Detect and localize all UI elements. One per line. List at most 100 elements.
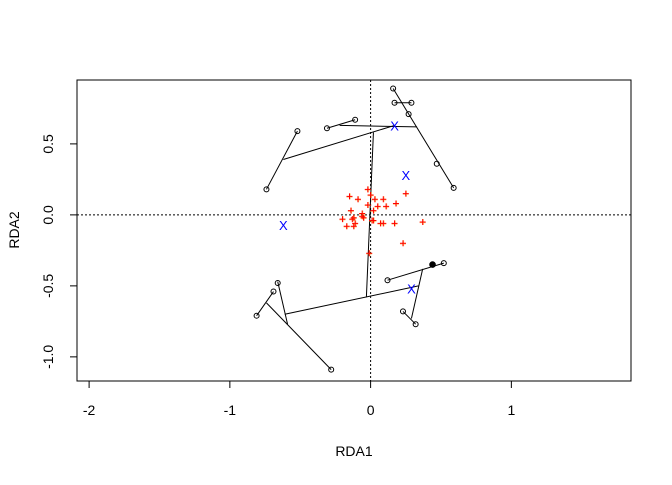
tree-segment bbox=[277, 281, 289, 325]
species-point bbox=[354, 196, 361, 203]
tree-segment bbox=[326, 119, 356, 129]
species-point bbox=[370, 217, 377, 224]
tree-segment bbox=[283, 124, 395, 160]
species-point bbox=[364, 201, 371, 208]
site-point bbox=[270, 288, 277, 295]
y-tick-label: -1.0 bbox=[40, 345, 56, 369]
species-cross bbox=[354, 196, 361, 203]
species-cross bbox=[364, 201, 371, 208]
x-axis-label: RDA1 bbox=[335, 443, 373, 459]
species-cross bbox=[343, 223, 350, 230]
species-cross bbox=[367, 192, 374, 199]
reference-lines bbox=[77, 80, 631, 381]
species-cross bbox=[366, 250, 373, 257]
site-point bbox=[390, 85, 397, 92]
species-point bbox=[380, 220, 387, 227]
species-cross bbox=[339, 216, 346, 223]
x-tick-label: 0 bbox=[367, 402, 375, 418]
species-point bbox=[350, 223, 357, 230]
species-cross bbox=[392, 200, 399, 207]
y-axis-label: RDA2 bbox=[6, 211, 22, 249]
tree-segment bbox=[410, 268, 424, 319]
centroid-point: X bbox=[390, 118, 399, 133]
y-tick-label: 0.5 bbox=[40, 134, 56, 154]
species-point bbox=[349, 216, 356, 223]
centroid-point: X bbox=[401, 168, 410, 183]
y-tick-label: -0.5 bbox=[40, 274, 56, 298]
species-point bbox=[367, 192, 374, 199]
y-tick-label: 0.0 bbox=[40, 205, 56, 225]
species-point bbox=[346, 193, 353, 200]
site-point bbox=[440, 260, 447, 267]
species-cross bbox=[346, 193, 353, 200]
site-point bbox=[399, 308, 406, 315]
x-tick-label: 1 bbox=[507, 402, 515, 418]
tree-segment bbox=[266, 302, 332, 370]
site-point bbox=[253, 312, 260, 319]
centroid-points: X X X X bbox=[279, 118, 416, 296]
species-cross bbox=[370, 207, 377, 214]
species-cross bbox=[383, 203, 390, 210]
x-axis: -2 -1 0 1 bbox=[83, 380, 515, 418]
species-cross bbox=[352, 220, 359, 227]
species-cross bbox=[380, 220, 387, 227]
site-point bbox=[274, 280, 281, 287]
species-point bbox=[402, 190, 409, 197]
species-point bbox=[352, 220, 359, 227]
site-point bbox=[450, 184, 457, 191]
site-points bbox=[253, 85, 457, 373]
site-point-filled bbox=[429, 261, 436, 268]
species-point bbox=[366, 250, 373, 257]
species-point bbox=[392, 200, 399, 207]
tree-segment bbox=[365, 132, 374, 298]
species-cross bbox=[399, 240, 406, 247]
x-tick-label: -2 bbox=[83, 402, 96, 418]
species-point bbox=[380, 196, 387, 203]
species-point bbox=[374, 203, 381, 210]
species-cross bbox=[349, 216, 356, 223]
species-cross bbox=[419, 218, 426, 225]
species-point bbox=[399, 240, 406, 247]
species-cross bbox=[364, 186, 371, 193]
y-axis: -1.0 -0.5 0.0 0.5 bbox=[40, 134, 78, 369]
site-point bbox=[412, 321, 419, 328]
site-point bbox=[323, 125, 330, 132]
species-cross bbox=[374, 203, 381, 210]
species-cross bbox=[360, 214, 367, 221]
species-point bbox=[370, 207, 377, 214]
site-point bbox=[384, 277, 391, 284]
site-point bbox=[263, 186, 270, 193]
species-cross bbox=[370, 217, 377, 224]
species-point bbox=[419, 218, 426, 225]
tree-segment bbox=[392, 88, 455, 189]
species-cross bbox=[371, 196, 378, 203]
species-point bbox=[383, 203, 390, 210]
tree-segment bbox=[256, 291, 274, 316]
species-point bbox=[343, 223, 350, 230]
species-point bbox=[391, 220, 398, 227]
plot-frame bbox=[76, 79, 632, 382]
tree-segment bbox=[266, 130, 298, 190]
site-point bbox=[433, 160, 440, 167]
species-cross bbox=[347, 207, 354, 214]
species-point bbox=[371, 196, 378, 203]
tree-segment bbox=[284, 285, 419, 315]
site-point bbox=[408, 99, 415, 106]
species-points bbox=[339, 186, 426, 257]
centroid-point: X bbox=[279, 218, 288, 233]
site-point bbox=[294, 128, 301, 135]
species-point bbox=[339, 216, 346, 223]
species-point bbox=[360, 214, 367, 221]
species-point bbox=[347, 207, 354, 214]
species-cross bbox=[402, 190, 409, 197]
species-cross bbox=[350, 223, 357, 230]
species-cross bbox=[391, 220, 398, 227]
species-point bbox=[364, 186, 371, 193]
x-tick-label: -1 bbox=[224, 402, 237, 418]
site-point bbox=[352, 116, 359, 123]
centroid-point: X bbox=[407, 282, 416, 297]
site-point bbox=[405, 111, 412, 118]
species-cross bbox=[380, 196, 387, 203]
site-point bbox=[328, 366, 335, 373]
